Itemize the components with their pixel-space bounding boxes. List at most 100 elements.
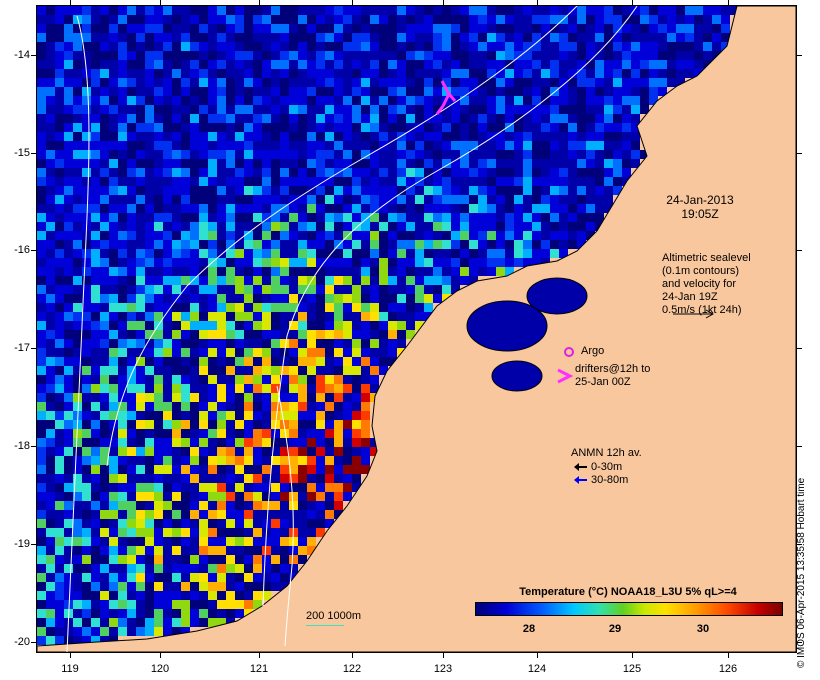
sst-cell: [109, 492, 118, 501]
sst-cell: [172, 159, 181, 168]
sst-cell: [298, 366, 307, 375]
sst-cell: [217, 519, 226, 528]
sst-cell: [154, 267, 163, 276]
sst-cell: [406, 132, 415, 141]
sst-cell: [271, 213, 280, 222]
sst-cell: [64, 339, 73, 348]
sst-cell: [253, 483, 262, 492]
sst-cell: [91, 150, 100, 159]
sst-cell: [307, 321, 316, 330]
sst-cell: [199, 168, 208, 177]
sst-cell: [235, 303, 244, 312]
sst-cell: [163, 357, 172, 366]
sst-cell: [154, 123, 163, 132]
sst-cell: [154, 474, 163, 483]
sst-cell: [46, 393, 55, 402]
sst-cell: [658, 24, 667, 33]
sst-cell: [442, 6, 451, 15]
sst-cell: [226, 33, 235, 42]
sst-cell: [208, 393, 217, 402]
sst-cell: [289, 177, 298, 186]
latitude-tick-label: -15: [14, 147, 30, 159]
sst-cell: [415, 195, 424, 204]
sst-cell: [631, 132, 640, 141]
sst-cell: [154, 339, 163, 348]
sst-cell: [523, 96, 532, 105]
sst-cell: [415, 6, 424, 15]
sst-cell: [262, 258, 271, 267]
sst-cell: [55, 249, 64, 258]
sst-cell: [307, 366, 316, 375]
sst-cell: [244, 6, 253, 15]
sst-cell: [397, 177, 406, 186]
sst-cell: [46, 231, 55, 240]
sst-cell: [289, 249, 298, 258]
sst-cell: [307, 159, 316, 168]
sst-cell: [127, 42, 136, 51]
sst-cell: [64, 24, 73, 33]
sst-cell: [217, 150, 226, 159]
sst-cell: [91, 339, 100, 348]
sst-cell: [190, 159, 199, 168]
sst-cell: [397, 285, 406, 294]
sst-cell: [226, 519, 235, 528]
sst-cell: [424, 123, 433, 132]
sst-cell: [379, 195, 388, 204]
sst-cell: [604, 168, 613, 177]
sst-cell: [73, 519, 82, 528]
sst-cell: [469, 87, 478, 96]
sst-cell: [253, 555, 262, 564]
sst-cell: [73, 465, 82, 474]
sst-cell: [199, 348, 208, 357]
sst-cell: [604, 132, 613, 141]
sst-cell: [298, 123, 307, 132]
sst-cell: [361, 105, 370, 114]
sst-cell: [100, 204, 109, 213]
sst-cell: [226, 114, 235, 123]
sst-cell: [325, 393, 334, 402]
sst-cell: [307, 15, 316, 24]
sst-cell: [64, 402, 73, 411]
sst-cell: [46, 195, 55, 204]
sst-cell: [370, 231, 379, 240]
sst-cell: [379, 42, 388, 51]
sst-cell: [532, 159, 541, 168]
sst-cell: [136, 366, 145, 375]
sst-cell: [253, 294, 262, 303]
sst-cell: [622, 33, 631, 42]
sst-cell: [100, 600, 109, 609]
sst-cell: [352, 402, 361, 411]
sst-cell: [127, 546, 136, 555]
sst-cell: [181, 114, 190, 123]
sst-cell: [352, 15, 361, 24]
sst-cell: [190, 474, 199, 483]
sst-cell: [550, 204, 559, 213]
sst-cell: [199, 78, 208, 87]
sst-cell: [298, 492, 307, 501]
sst-cell: [163, 51, 172, 60]
sst-cell: [424, 51, 433, 60]
sst-cell: [379, 267, 388, 276]
sst-cell: [145, 357, 154, 366]
sst-cell: [91, 159, 100, 168]
sst-cell: [208, 618, 217, 627]
sst-cell: [163, 276, 172, 285]
sst-cell: [82, 537, 91, 546]
sst-cell: [442, 267, 451, 276]
sst-cell: [127, 564, 136, 573]
sst-cell: [334, 60, 343, 69]
sst-cell: [370, 213, 379, 222]
sst-cell: [199, 285, 208, 294]
sst-cell: [442, 249, 451, 258]
sst-cell: [325, 519, 334, 528]
sst-cell: [262, 573, 271, 582]
sst-cell: [433, 186, 442, 195]
sst-cell: [604, 15, 613, 24]
sst-cell: [388, 42, 397, 51]
sst-cell: [298, 402, 307, 411]
sst-cell: [190, 150, 199, 159]
colorbar-tick-label: 30: [696, 623, 710, 635]
sst-cell: [154, 537, 163, 546]
sst-cell: [478, 168, 487, 177]
sst-cell: [541, 15, 550, 24]
